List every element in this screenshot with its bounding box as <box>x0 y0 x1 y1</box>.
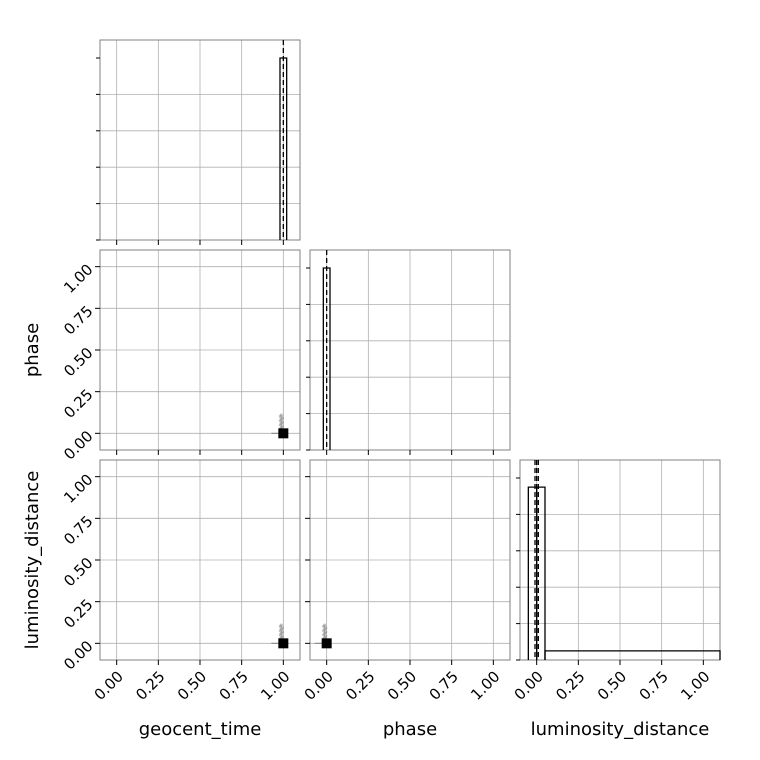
grid-lines <box>100 40 300 240</box>
scatter-point <box>322 624 326 629</box>
scatter-point <box>323 623 327 627</box>
x-tick-label: 1.00 <box>677 668 713 704</box>
grid-lines <box>310 250 510 450</box>
scatter-point <box>324 626 328 630</box>
x-tick-label: 0.50 <box>594 668 630 704</box>
x-tick-label: 1.00 <box>257 668 293 704</box>
y-tick-label: 0.25 <box>60 385 96 421</box>
x-tick-label: 0.25 <box>132 668 168 704</box>
y-tick-label: 0.75 <box>60 302 96 338</box>
density-marker <box>278 428 289 439</box>
grid-lines <box>310 460 510 660</box>
x-tick-label: 0.25 <box>552 668 588 704</box>
grid-lines <box>520 460 720 660</box>
scatter-point <box>279 421 283 426</box>
x-tick-label: 0.25 <box>342 668 378 704</box>
x-tick-label: 0.00 <box>301 668 337 704</box>
scatter-point <box>278 423 282 427</box>
scatter-point <box>278 414 282 419</box>
y-tick-label: 0.25 <box>60 595 96 631</box>
scatter-point <box>278 624 282 629</box>
y-axis-label: luminosity_distance <box>22 471 43 650</box>
y-tick-label: 0.75 <box>60 512 96 548</box>
x-tick-label: 0.50 <box>174 668 210 704</box>
histogram-bin <box>544 650 721 660</box>
y-tick-label: 1.00 <box>60 260 96 296</box>
scatter-point <box>323 631 327 636</box>
x-tick-label: 0.75 <box>426 668 462 704</box>
y-tick-label: 0.00 <box>60 637 96 673</box>
y-axis-label: phase <box>22 323 43 377</box>
scatter-point <box>278 419 282 423</box>
scatter-point <box>280 626 284 630</box>
scatter-point <box>322 633 326 637</box>
grid-lines <box>100 250 300 450</box>
x-tick-label: 1.00 <box>467 668 503 704</box>
scatter-point <box>323 627 327 631</box>
scatter-point <box>322 629 326 633</box>
y-tick-label: 1.00 <box>60 470 96 506</box>
grid-lines <box>100 460 300 660</box>
y-tick-label: 0.50 <box>60 344 96 380</box>
scatter-point <box>279 417 283 421</box>
x-tick-label: 0.75 <box>636 668 672 704</box>
x-tick-label: 0.50 <box>384 668 420 704</box>
scatter-point <box>280 634 284 638</box>
x-axis-label: luminosity_distance <box>531 719 710 740</box>
x-tick-label: 0.00 <box>511 668 547 704</box>
scatter-point <box>279 413 283 417</box>
density-marker <box>278 638 289 649</box>
scatter-point <box>279 623 283 627</box>
y-tick-label: 0.50 <box>60 554 96 590</box>
scatter-point <box>280 420 284 424</box>
scatter-point <box>280 630 284 634</box>
scatter-point <box>280 424 284 428</box>
scatter-point <box>278 629 282 633</box>
scatter-point <box>324 630 328 634</box>
x-axis-label: geocent_time <box>139 719 262 740</box>
density-marker <box>321 638 332 649</box>
scatter-point <box>324 634 328 638</box>
scatter-point <box>279 627 283 631</box>
scatter-point <box>278 633 282 637</box>
scatter-point <box>279 631 283 636</box>
y-tick-label: 0.00 <box>60 427 96 463</box>
x-tick-label: 0.75 <box>216 668 252 704</box>
scatter-point <box>280 416 284 420</box>
x-axis-label: phase <box>383 719 437 740</box>
x-tick-label: 0.00 <box>91 668 127 704</box>
